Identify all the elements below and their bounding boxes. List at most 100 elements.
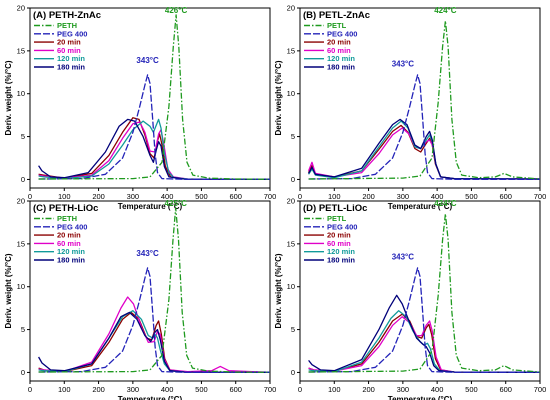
x-tick-label: 700 [534, 385, 547, 394]
y-tick-label: 10 [17, 282, 25, 291]
series-line-5 [38, 311, 271, 373]
legend-entry: 120 min [57, 247, 85, 256]
y-tick-label: 20 [287, 197, 295, 206]
y-tick-label: 5 [21, 132, 25, 141]
y-axis-label: Deriv. weight (%/°C) [274, 60, 283, 135]
series-line-0 [38, 207, 271, 373]
legend-entry: PETL [327, 214, 347, 223]
x-tick-label: 700 [264, 385, 277, 394]
y-tick-label: 5 [21, 325, 25, 334]
x-tick-label: 600 [499, 385, 512, 394]
x-tick-label: 300 [397, 385, 410, 394]
legend-entry: 180 min [57, 63, 85, 72]
y-tick-label: 10 [287, 89, 295, 98]
series-line-1 [308, 267, 540, 373]
x-tick-label: 0 [298, 385, 302, 394]
legend-entry: 180 min [57, 256, 85, 265]
x-tick-label: 400 [161, 192, 174, 201]
x-tick-label: 200 [362, 192, 375, 201]
legend-entry: PEG 400 [57, 222, 87, 231]
y-tick-label: 15 [17, 239, 25, 248]
x-tick-label: 0 [298, 192, 302, 201]
series-line-0 [38, 14, 271, 180]
peak-annotation: 343°C [136, 56, 159, 65]
legend-entry: 120 min [327, 54, 355, 63]
legend-entry: 20 min [57, 231, 81, 240]
x-tick-label: 500 [465, 192, 478, 201]
panel-3: 0 100 200 300 400 500 600 700 0 5 10 15 20 Temperatur… [4, 197, 276, 400]
x-tick-label: 400 [431, 385, 444, 394]
legend-entry: 20 min [327, 38, 351, 47]
x-tick-label: 500 [195, 192, 208, 201]
series-line-5 [308, 118, 541, 180]
x-tick-label: 100 [58, 385, 71, 394]
x-tick-label: 100 [328, 192, 341, 201]
x-tick-label: 600 [499, 192, 512, 201]
series-line-4 [38, 118, 271, 180]
y-tick-label: 10 [17, 89, 25, 98]
panel-2: 0 100 200 300 400 500 600 700 0 5 10 15 20 Temperatur… [274, 4, 546, 212]
legend-entry: 60 min [327, 239, 351, 248]
legend-entry: PETH [57, 214, 77, 223]
peak-annotation: 424°C [434, 6, 457, 15]
y-axis-label: Deriv. weight (%/°C) [274, 253, 283, 328]
series-line-2 [38, 117, 271, 180]
plot-frame [299, 200, 541, 382]
y-tick-label: 0 [291, 368, 295, 377]
peak-annotation: 343°C [136, 249, 159, 258]
legend-entry: 20 min [57, 38, 81, 47]
y-tick-label: 20 [17, 4, 25, 13]
peak-annotation: 343°C [392, 252, 415, 261]
series-line-5 [308, 294, 541, 373]
y-tick-label: 15 [287, 46, 295, 55]
panel-title: (C) PETH-LiOc [33, 203, 98, 214]
legend-entry: PEG 400 [57, 29, 87, 38]
panel-title: (B) PETL-ZnAc [303, 10, 370, 21]
legend-entry: 60 min [57, 46, 81, 55]
panel-title: (D) PETL-LiOc [303, 203, 367, 214]
y-tick-label: 15 [287, 239, 295, 248]
series-line-1 [308, 74, 540, 180]
x-axis-label: Temperature (°C) [118, 202, 183, 211]
x-tick-label: 600 [229, 385, 242, 394]
x-tick-label: 600 [229, 192, 242, 201]
x-tick-label: 300 [127, 192, 140, 201]
legend-entry: 60 min [57, 239, 81, 248]
x-tick-label: 700 [264, 192, 277, 201]
y-tick-label: 15 [17, 46, 25, 55]
series-line-0 [308, 20, 541, 180]
y-tick-label: 20 [17, 197, 25, 206]
legend-entry: 180 min [327, 63, 355, 72]
legend-entry: 120 min [327, 247, 355, 256]
x-tick-label: 200 [92, 192, 105, 201]
y-tick-label: 0 [21, 368, 25, 377]
y-tick-label: 0 [21, 175, 25, 184]
plot-frame [299, 7, 541, 189]
legend-entry: 120 min [57, 54, 85, 63]
x-tick-label: 100 [58, 192, 71, 201]
plot-frame [29, 200, 271, 382]
peak-annotation: 425°C [165, 199, 188, 208]
x-tick-label: 300 [397, 192, 410, 201]
y-axis-label: Deriv. weight (%/°C) [4, 60, 13, 135]
series-line-1 [38, 74, 270, 180]
peak-annotation: 426°C [165, 6, 188, 15]
panel-1: 0 100 200 300 400 500 600 700 0 5 10 15 20 Temperatur… [4, 4, 276, 212]
y-tick-label: 10 [287, 282, 295, 291]
legend-entry: PEG 400 [327, 222, 357, 231]
x-tick-label: 400 [431, 192, 444, 201]
x-tick-label: 200 [362, 385, 375, 394]
x-axis-label: Temperature (°C) [118, 395, 183, 400]
series-line-1 [38, 267, 270, 373]
peak-annotation: 343°C [392, 59, 415, 68]
series-line-0 [308, 213, 541, 373]
legend-entry: 180 min [327, 256, 355, 265]
legend-entry: 60 min [327, 46, 351, 55]
x-axis-label: Temperature (°C) [388, 202, 453, 211]
x-tick-label: 500 [465, 385, 478, 394]
legend-entry: PEG 400 [327, 29, 357, 38]
y-axis-label: Deriv. weight (%/°C) [4, 253, 13, 328]
legend-entry: 20 min [327, 231, 351, 240]
peak-annotation: 424°C [434, 199, 457, 208]
